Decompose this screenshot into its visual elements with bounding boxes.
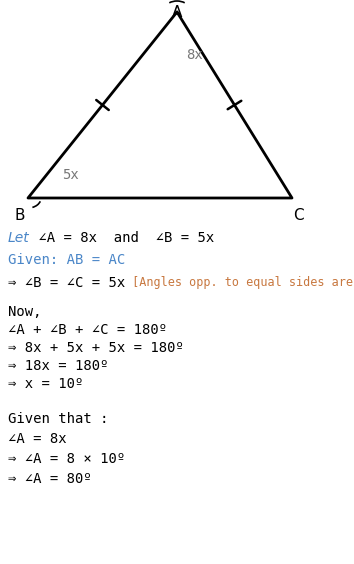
Text: Now,: Now, xyxy=(8,305,41,319)
Text: C: C xyxy=(293,208,303,223)
Text: ⇒ x = 10º: ⇒ x = 10º xyxy=(8,377,84,391)
Text: ⇒ ∠A = 80º: ⇒ ∠A = 80º xyxy=(8,472,92,486)
Text: [Angles opp. to equal sides are equal]: [Angles opp. to equal sides are equal] xyxy=(125,276,354,289)
Text: ⇒ 18x = 180º: ⇒ 18x = 180º xyxy=(8,359,108,373)
Text: B: B xyxy=(15,208,25,223)
Text: A: A xyxy=(172,5,182,20)
Text: ⇒ ∠A = 8 × 10º: ⇒ ∠A = 8 × 10º xyxy=(8,452,125,466)
Text: 5x: 5x xyxy=(62,168,79,182)
Text: Given that :: Given that : xyxy=(8,412,108,426)
Text: ⇒ ∠B = ∠C = 5x: ⇒ ∠B = ∠C = 5x xyxy=(8,276,125,290)
Text: Let: Let xyxy=(8,231,30,245)
Text: ⇒ 8x + 5x + 5x = 180º: ⇒ 8x + 5x + 5x = 180º xyxy=(8,341,184,355)
Text: Given: AB = AC: Given: AB = AC xyxy=(8,253,125,267)
Text: 8x: 8x xyxy=(186,48,203,62)
Text: ∠A + ∠B + ∠C = 180º: ∠A + ∠B + ∠C = 180º xyxy=(8,323,167,337)
Text: ∠A = 8x  and  ∠B = 5x: ∠A = 8x and ∠B = 5x xyxy=(30,231,214,245)
Text: ∠A = 8x: ∠A = 8x xyxy=(8,432,67,446)
